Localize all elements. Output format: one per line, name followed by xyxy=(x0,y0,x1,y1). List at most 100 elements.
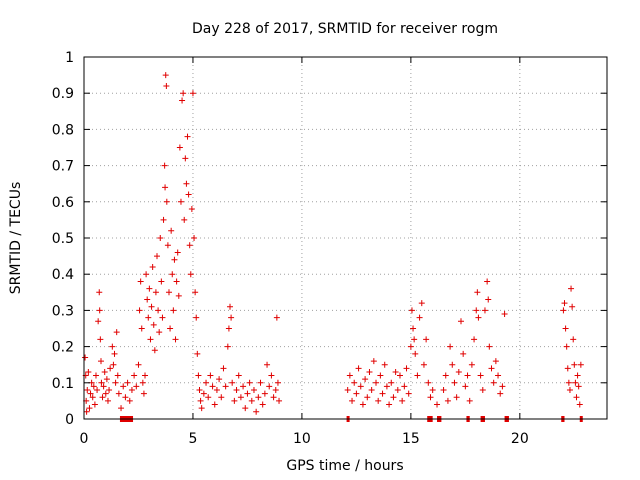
data-point xyxy=(468,361,475,368)
data-points xyxy=(82,72,584,415)
data-point xyxy=(492,358,499,365)
y-tick-label: 0.6 xyxy=(52,195,74,211)
data-point xyxy=(427,394,434,401)
data-point xyxy=(111,350,118,357)
data-point xyxy=(196,387,203,394)
data-point xyxy=(407,343,414,350)
data-point xyxy=(370,358,377,365)
x-tick-label: 10 xyxy=(293,431,311,447)
data-point xyxy=(99,394,106,401)
data-point xyxy=(571,361,578,368)
data-point xyxy=(133,383,140,390)
data-point xyxy=(355,365,362,372)
data-point xyxy=(276,397,283,404)
x-tick-label: 5 xyxy=(188,431,197,447)
data-point xyxy=(229,379,236,386)
data-point xyxy=(181,216,188,223)
data-point xyxy=(375,397,382,404)
data-point xyxy=(572,379,579,386)
data-point xyxy=(353,390,360,397)
data-point xyxy=(274,379,281,386)
data-point xyxy=(209,383,216,390)
y-tick-label: 0.8 xyxy=(52,122,74,138)
data-point xyxy=(137,278,144,285)
data-point xyxy=(466,397,473,404)
data-point xyxy=(124,379,131,386)
data-point xyxy=(577,361,584,368)
data-point xyxy=(495,372,502,379)
data-point xyxy=(485,296,492,303)
data-point xyxy=(142,372,149,379)
data-point xyxy=(257,379,264,386)
data-point xyxy=(396,372,403,379)
data-point xyxy=(200,390,207,397)
data-point xyxy=(344,387,351,394)
data-point xyxy=(189,90,196,97)
data-point xyxy=(414,372,421,379)
x-tick-label: 20 xyxy=(511,431,529,447)
data-point xyxy=(416,314,423,321)
data-point xyxy=(268,372,275,379)
data-point xyxy=(349,397,356,404)
data-point xyxy=(477,372,484,379)
data-point xyxy=(479,387,486,394)
data-point xyxy=(118,405,125,412)
data-point xyxy=(194,350,201,357)
data-point xyxy=(115,390,122,397)
data-point xyxy=(87,390,94,397)
data-point xyxy=(569,303,576,310)
data-point xyxy=(423,336,430,343)
data-point xyxy=(575,383,582,390)
data-point xyxy=(473,307,480,314)
data-point xyxy=(231,397,238,404)
data-point xyxy=(273,314,280,321)
data-point xyxy=(216,376,223,383)
data-point xyxy=(386,401,393,408)
data-point xyxy=(228,314,235,321)
data-point xyxy=(444,397,451,404)
data-point xyxy=(574,372,581,379)
data-point xyxy=(135,361,142,368)
data-point xyxy=(164,242,171,249)
data-point xyxy=(89,394,96,401)
data-point xyxy=(165,289,172,296)
data-point xyxy=(163,198,170,205)
data-point xyxy=(157,235,164,241)
data-point xyxy=(388,379,395,386)
data-point xyxy=(453,394,460,401)
data-point xyxy=(240,383,247,390)
data-point xyxy=(412,350,419,357)
data-point xyxy=(390,394,397,401)
data-point xyxy=(455,368,462,375)
data-point xyxy=(475,314,482,321)
data-point xyxy=(381,361,388,368)
data-point xyxy=(176,144,183,151)
data-point xyxy=(488,365,495,372)
data-point xyxy=(497,390,504,397)
data-point xyxy=(244,390,251,397)
data-point xyxy=(464,372,471,379)
data-point xyxy=(162,184,169,191)
y-tick-label: 0.9 xyxy=(52,86,74,102)
data-point xyxy=(146,285,153,292)
data-point xyxy=(410,325,417,332)
data-point xyxy=(379,390,386,397)
data-point xyxy=(225,325,232,332)
data-point xyxy=(158,278,165,285)
data-point xyxy=(83,408,90,415)
data-point xyxy=(425,379,432,386)
data-point xyxy=(96,289,103,296)
data-point xyxy=(191,235,198,241)
data-point xyxy=(138,325,145,332)
data-point xyxy=(112,379,119,386)
data-point xyxy=(449,361,456,368)
data-point xyxy=(576,401,583,408)
data-point xyxy=(562,325,569,332)
data-point xyxy=(471,336,478,343)
data-point xyxy=(447,343,454,350)
data-point xyxy=(253,408,260,415)
tick-labels: 0 5 10 15 20 0 0.1 0.2 0.3 0.4 0.5 0.6 0.7 0.8 0.9 1 xyxy=(52,50,529,447)
data-point xyxy=(180,90,187,97)
data-point xyxy=(175,292,182,299)
data-point xyxy=(120,383,127,390)
